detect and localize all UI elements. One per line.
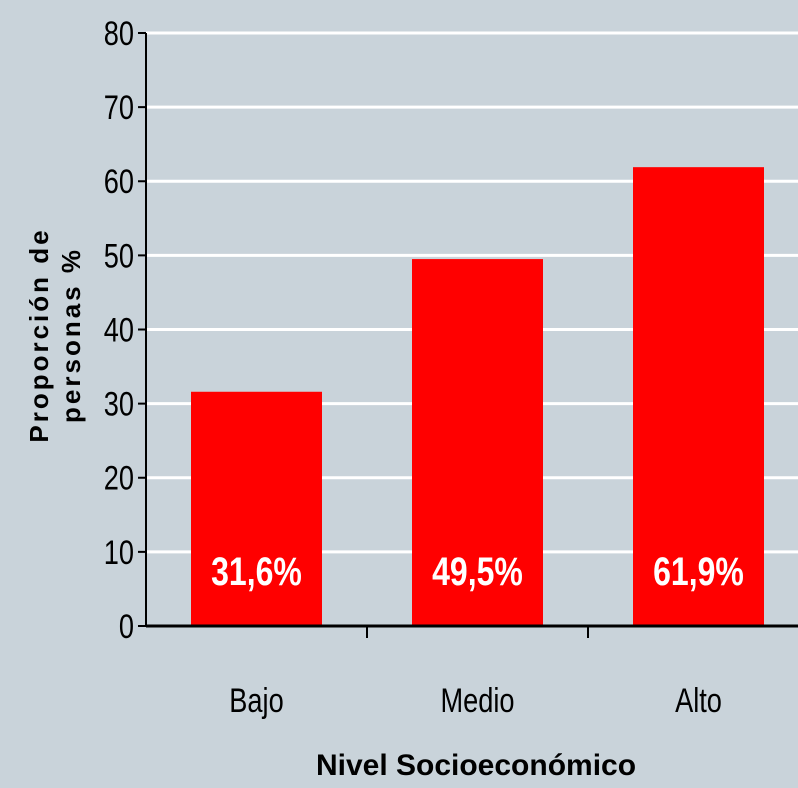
data-labels: 31,6% 49,5% 61,9% [211, 549, 744, 594]
y-tick-label: 10 [104, 533, 134, 572]
x-tick-labels: Bajo Medio Alto [229, 681, 722, 720]
x-tick-label: Bajo [229, 681, 283, 720]
bar-bajo [191, 391, 322, 626]
y-axis-title: Proporción de personas % [24, 227, 86, 442]
y-tick-label: 40 [104, 311, 134, 350]
x-tick-label: Alto [675, 681, 722, 720]
y-tick-label: 60 [104, 162, 134, 201]
y-axis-title-line-2: personas % [56, 247, 86, 423]
data-label: 49,5% [432, 549, 523, 594]
y-tick-label: 50 [104, 236, 134, 275]
x-tick-label: Medio [440, 681, 514, 720]
y-tick-label: 20 [104, 459, 134, 498]
bars [191, 167, 764, 626]
y-tick-label: 80 [104, 14, 134, 53]
y-axis-title-line-1: Proporción de [24, 227, 54, 442]
data-label: 31,6% [211, 549, 302, 594]
x-axis-title: Nivel Socioeconómico [316, 749, 636, 782]
y-tick-label: 0 [119, 607, 134, 646]
axes [138, 32, 798, 638]
bar-alto [633, 167, 764, 626]
data-label: 61,9% [653, 549, 744, 594]
y-tick-label: 30 [104, 385, 134, 424]
y-tick-labels: 0 10 20 30 40 50 60 70 80 [104, 14, 134, 646]
bar-medio [412, 259, 543, 626]
y-tick-label: 70 [104, 88, 134, 127]
